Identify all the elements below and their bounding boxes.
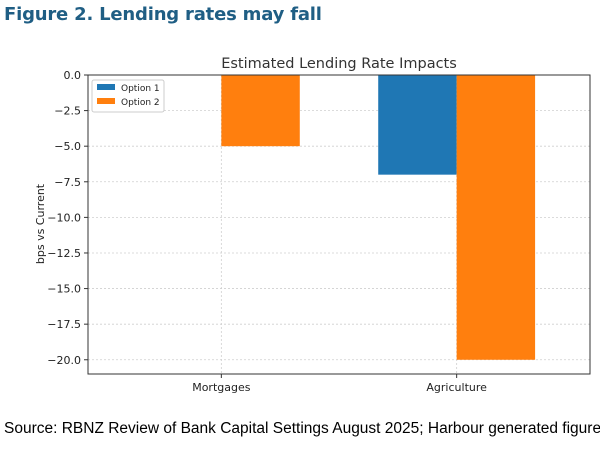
y-axis-label: bps vs Current <box>34 183 47 264</box>
y-tick-label: 0.0 <box>64 69 82 82</box>
y-tick-label: −7.5 <box>54 176 81 189</box>
bar-option-2-agriculture <box>456 75 536 360</box>
bar-option-2-mortgages <box>221 75 300 147</box>
legend-swatch-option-1 <box>97 84 115 90</box>
figure-heading: Figure 2. Lending rates may fall <box>4 4 322 25</box>
y-tick-label: −5.0 <box>54 140 81 153</box>
legend-swatch-option-2 <box>97 98 115 104</box>
y-tick-label: −15.0 <box>47 283 81 296</box>
plot-frame <box>87 74 591 375</box>
y-tick-label: −10.0 <box>47 211 81 224</box>
legend-label-option-1: Option 1 <box>121 84 160 94</box>
bar-option-1-agriculture <box>378 75 457 175</box>
source-note: Source: RBNZ Review of Bank Capital Sett… <box>4 420 600 437</box>
x-axis: Mortgages Agriculture <box>192 374 487 394</box>
bars <box>221 75 536 360</box>
chart-container: Estimated Lending Rate Impacts 0.0 −2.5 −5… <box>0 48 600 398</box>
x-tick-label: Mortgages <box>192 381 251 394</box>
x-tick-label: Agriculture <box>426 381 487 394</box>
y-tick-label: −12.5 <box>47 247 81 260</box>
legend: Option 1 Option 2 <box>91 79 165 113</box>
bar-chart: Estimated Lending Rate Impacts 0.0 −2.5 −5… <box>34 56 591 394</box>
legend-label-option-2: Option 2 <box>121 98 160 108</box>
y-axis: 0.0 −2.5 −5.0 −7.5 −10.0 −12.5 −15.0 −17.5 −20.0 <box>47 69 88 367</box>
y-tick-label: −20.0 <box>47 354 81 367</box>
chart-title: Estimated Lending Rate Impacts <box>221 56 457 72</box>
y-tick-label: −17.5 <box>47 318 81 331</box>
y-tick-label: −2.5 <box>54 105 81 118</box>
